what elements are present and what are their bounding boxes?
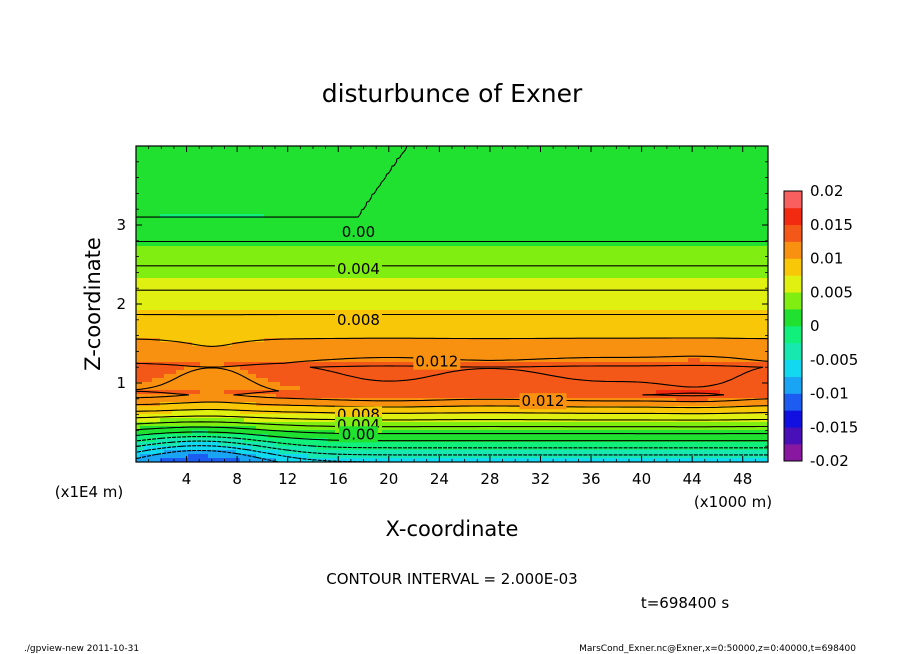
- colorbar-swatch: [784, 191, 802, 209]
- contour-line: [136, 240, 768, 435]
- colorbar-swatch: [784, 275, 802, 293]
- contour-interval-text: CONTOUR INTERVAL = 2.000E-03: [326, 570, 577, 588]
- colorbar-swatch: [784, 376, 802, 394]
- colorbar-swatch: [784, 241, 802, 259]
- x-tick-label: 16: [329, 470, 348, 488]
- contour-label-bg: [334, 311, 382, 328]
- colorbar-swatch: [784, 444, 802, 462]
- y-axis-unit: (x1E4 m): [55, 483, 124, 501]
- y-tick-label: 1: [116, 374, 126, 392]
- colorbar-tick-label: 0.015: [810, 216, 853, 234]
- footer-right: MarsCond_Exner.nc@Exner,x=0:50000,z=0:40…: [579, 644, 856, 654]
- colorbar-tick-label: -0.015: [810, 418, 858, 436]
- contour-lines: [136, 146, 768, 462]
- contour-line: [136, 449, 279, 462]
- contour-label-bg: [334, 261, 382, 278]
- colorbar-swatch: [784, 224, 802, 242]
- x-tick-label: 40: [632, 470, 651, 488]
- x-axis: 4 8 12 16 20 24 28 32 36 40 44 48: [148, 146, 756, 488]
- colorbar: 0.02 0.015 0.01 0.005 0 -0.005 -0.01 -0.015 -0.0…: [783, 182, 858, 470]
- colorbar-tick-label: 0.02: [810, 182, 843, 200]
- contour-line: [136, 436, 768, 449]
- contour-line: [136, 440, 768, 456]
- colorbar-swatch: [784, 427, 802, 445]
- colorbar-swatch: [784, 326, 802, 344]
- colorbar-tick-label: -0.005: [810, 351, 858, 369]
- contour-label-bg: [339, 224, 378, 241]
- colorbar-swatch: [784, 292, 802, 310]
- y-axis-label: Z-coordinate: [81, 237, 105, 371]
- colorbar-swatch: [784, 258, 802, 276]
- y-axis: 1 2 3: [116, 161, 768, 447]
- x-axis-unit: (x1000 m): [694, 493, 772, 511]
- contour-line: [309, 364, 764, 397]
- contour-label: 0.00: [342, 223, 375, 241]
- x-tick-label: 8: [232, 470, 242, 488]
- colorbar-swatch: [784, 359, 802, 377]
- x-tick-label: 28: [480, 470, 499, 488]
- x-tick-label: 4: [182, 470, 192, 488]
- y-tick-label: 2: [116, 295, 126, 313]
- x-tick-label: 32: [531, 470, 550, 488]
- footer-left: ./gpview-new 2011-10-31: [24, 644, 139, 654]
- contour-line: [136, 146, 768, 442]
- colorbar-tick-label: -0.01: [810, 385, 849, 403]
- x-tick-label: 44: [683, 470, 702, 488]
- contour-label: 0.004: [337, 260, 380, 278]
- x-axis-label: X-coordinate: [386, 517, 519, 541]
- x-tick-label: 48: [733, 470, 752, 488]
- contour-label: 0.00: [342, 425, 375, 443]
- colorbar-tick-label: -0.02: [810, 452, 849, 470]
- colorbar-frame: [783, 190, 803, 462]
- contour-line: [136, 289, 768, 421]
- contour-label-bg: [339, 426, 378, 443]
- colorbar-tick-label: 0.01: [810, 250, 843, 268]
- x-tick-label: 24: [430, 470, 449, 488]
- contour-fill: [136, 146, 768, 462]
- x-tick-label: 36: [581, 470, 600, 488]
- colorbar-swatch: [784, 393, 802, 411]
- chart-title: disturbunce of Exner: [322, 79, 583, 108]
- contour-label-bg: [519, 393, 567, 410]
- contour-label: 0.012: [415, 353, 458, 371]
- x-tick-label: 12: [278, 470, 297, 488]
- colorbar-swatch: [784, 342, 802, 361]
- colorbar-swatch: [784, 410, 802, 428]
- colorbar-tick-label: 0.005: [810, 283, 853, 301]
- contour-label-bg: [413, 353, 461, 370]
- colorbar-tick-label: 0: [810, 317, 820, 335]
- y-tick-label: 3: [116, 216, 126, 234]
- contour-line: [136, 355, 768, 403]
- colorbar-swatch: [784, 207, 802, 226]
- x-tick-label: 20: [379, 470, 398, 488]
- time-text: t=698400 s: [641, 594, 729, 612]
- colorbar-swatch: [784, 309, 802, 327]
- contour-label: 0.012: [522, 392, 565, 410]
- contour-label: 0.008: [337, 311, 380, 329]
